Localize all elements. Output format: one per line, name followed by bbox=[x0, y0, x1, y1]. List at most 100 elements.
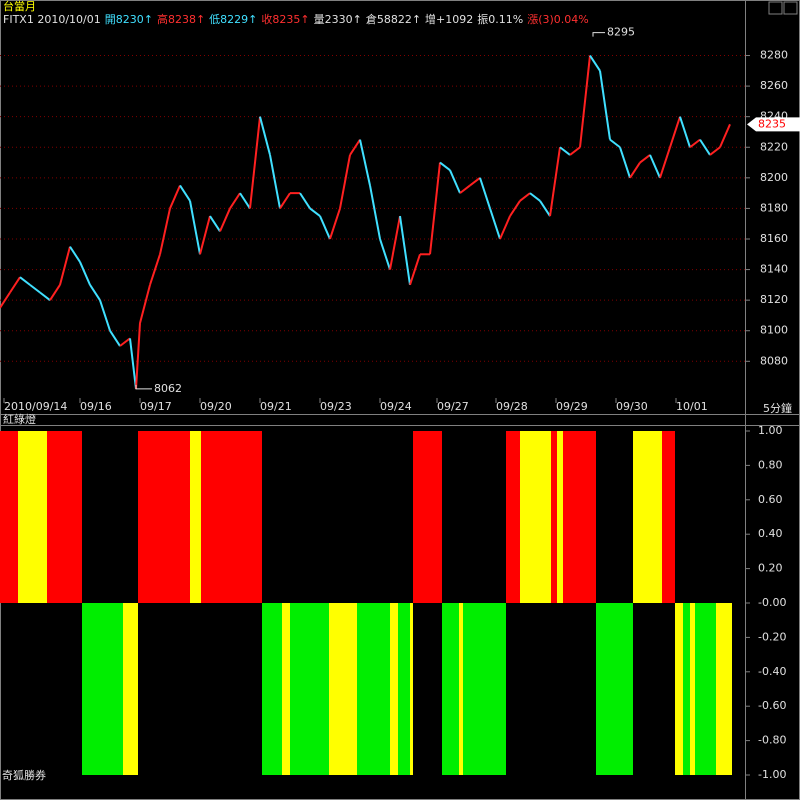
signal-block bbox=[690, 603, 695, 775]
signal-block bbox=[551, 431, 557, 603]
chart-title: 台當月 bbox=[3, 0, 36, 13]
header-item: 振0.11% bbox=[477, 12, 523, 26]
y-tick-label: 8260 bbox=[760, 79, 788, 92]
signal-block bbox=[662, 431, 675, 603]
signal-block bbox=[410, 603, 413, 775]
price-segment bbox=[229, 192, 241, 209]
price-segment bbox=[149, 253, 161, 286]
price-segment bbox=[59, 246, 71, 286]
price-segment bbox=[179, 184, 191, 202]
price-segment bbox=[719, 123, 731, 148]
price-segment bbox=[389, 215, 401, 270]
panel-title: 紅綠燈 bbox=[3, 412, 36, 426]
price-segment bbox=[0, 291, 11, 309]
last-price-label: 8235 bbox=[758, 117, 786, 130]
y-tick-label: 0.40 bbox=[758, 527, 783, 540]
window-button[interactable] bbox=[768, 1, 783, 15]
y-tick-label: 1.00 bbox=[758, 424, 783, 437]
price-segment bbox=[529, 192, 541, 202]
header-item: 開8230↑ bbox=[105, 13, 153, 26]
price-segment bbox=[399, 215, 411, 286]
panel-footer: 奇狐勝券 bbox=[2, 768, 46, 782]
price-segment bbox=[89, 284, 101, 301]
signal-block bbox=[520, 431, 551, 603]
signal-block bbox=[633, 431, 662, 603]
window-button[interactable] bbox=[783, 1, 798, 15]
header-item: 量2330↑ bbox=[314, 13, 362, 26]
x-tick-label: 09/23 bbox=[320, 400, 352, 413]
signal-block bbox=[390, 603, 398, 775]
y-tick-label: 8120 bbox=[760, 293, 788, 306]
signal-block bbox=[695, 603, 716, 775]
price-segment bbox=[279, 192, 291, 209]
price-segment bbox=[269, 154, 281, 209]
price-segment bbox=[299, 192, 311, 209]
signal-block bbox=[413, 431, 442, 603]
price-segment bbox=[29, 284, 41, 294]
price-segment bbox=[519, 192, 531, 202]
price-segment bbox=[99, 299, 111, 332]
y-tick-label: 8200 bbox=[760, 171, 788, 184]
signal-block bbox=[398, 603, 410, 775]
price-segment bbox=[339, 154, 351, 209]
price-segment bbox=[449, 169, 461, 194]
price-segment bbox=[569, 146, 581, 156]
signal-block bbox=[357, 603, 390, 775]
y-tick-label: -0.80 bbox=[758, 734, 786, 747]
low-marker bbox=[135, 384, 152, 390]
y-tick-label: 8220 bbox=[760, 140, 788, 153]
price-segment bbox=[679, 116, 691, 148]
price-segment bbox=[259, 116, 271, 156]
signal-block bbox=[282, 603, 290, 775]
price-segment bbox=[9, 276, 21, 294]
signal-block bbox=[123, 603, 138, 775]
signal-block bbox=[683, 603, 690, 775]
signal-block bbox=[262, 603, 282, 775]
price-segment bbox=[409, 253, 421, 286]
price-segment bbox=[349, 139, 361, 156]
price-segment bbox=[669, 116, 681, 148]
price-segment bbox=[599, 70, 611, 140]
price-segment bbox=[239, 192, 251, 209]
x-tick-label: 09/30 bbox=[616, 400, 648, 413]
price-segment bbox=[459, 184, 471, 194]
price-segment bbox=[589, 54, 601, 72]
signal-block bbox=[138, 431, 190, 603]
signal-block bbox=[557, 431, 563, 603]
x-tick-label: 2010/09/14 bbox=[4, 400, 67, 413]
x-tick-label: 09/27 bbox=[437, 400, 469, 413]
y-tick-label: 8160 bbox=[760, 232, 788, 245]
price-segment bbox=[539, 200, 551, 217]
header-item: FITX1 2010/10/01 bbox=[3, 13, 101, 26]
signal-block bbox=[442, 603, 459, 775]
price-segment bbox=[19, 276, 31, 286]
price-segment bbox=[189, 200, 201, 255]
price-segment bbox=[659, 146, 671, 179]
price-segment bbox=[249, 116, 261, 209]
low-label: 8062 bbox=[154, 382, 182, 395]
signal-block bbox=[459, 603, 463, 775]
price-segment bbox=[509, 200, 521, 217]
price-segment bbox=[159, 208, 171, 255]
price-segment bbox=[39, 291, 51, 301]
price-segment bbox=[119, 337, 131, 347]
signal-block bbox=[563, 431, 596, 603]
x-tick-label: 10/01 bbox=[676, 400, 708, 413]
signal-block bbox=[463, 603, 506, 775]
price-segment bbox=[549, 147, 561, 217]
period-label: 5分鐘 bbox=[763, 401, 792, 415]
last-price-tag bbox=[747, 117, 800, 132]
price-segment bbox=[49, 284, 61, 301]
price-segment bbox=[329, 208, 341, 240]
price-segment bbox=[609, 138, 621, 149]
y-tick-label: 8080 bbox=[760, 354, 788, 367]
y-tick-label: 8140 bbox=[760, 263, 788, 276]
price-segment bbox=[139, 284, 151, 324]
price-segment bbox=[489, 208, 501, 240]
x-tick-label: 09/17 bbox=[140, 400, 172, 413]
price-segment bbox=[129, 338, 137, 389]
price-segment bbox=[639, 154, 651, 164]
signal-block bbox=[716, 603, 732, 775]
